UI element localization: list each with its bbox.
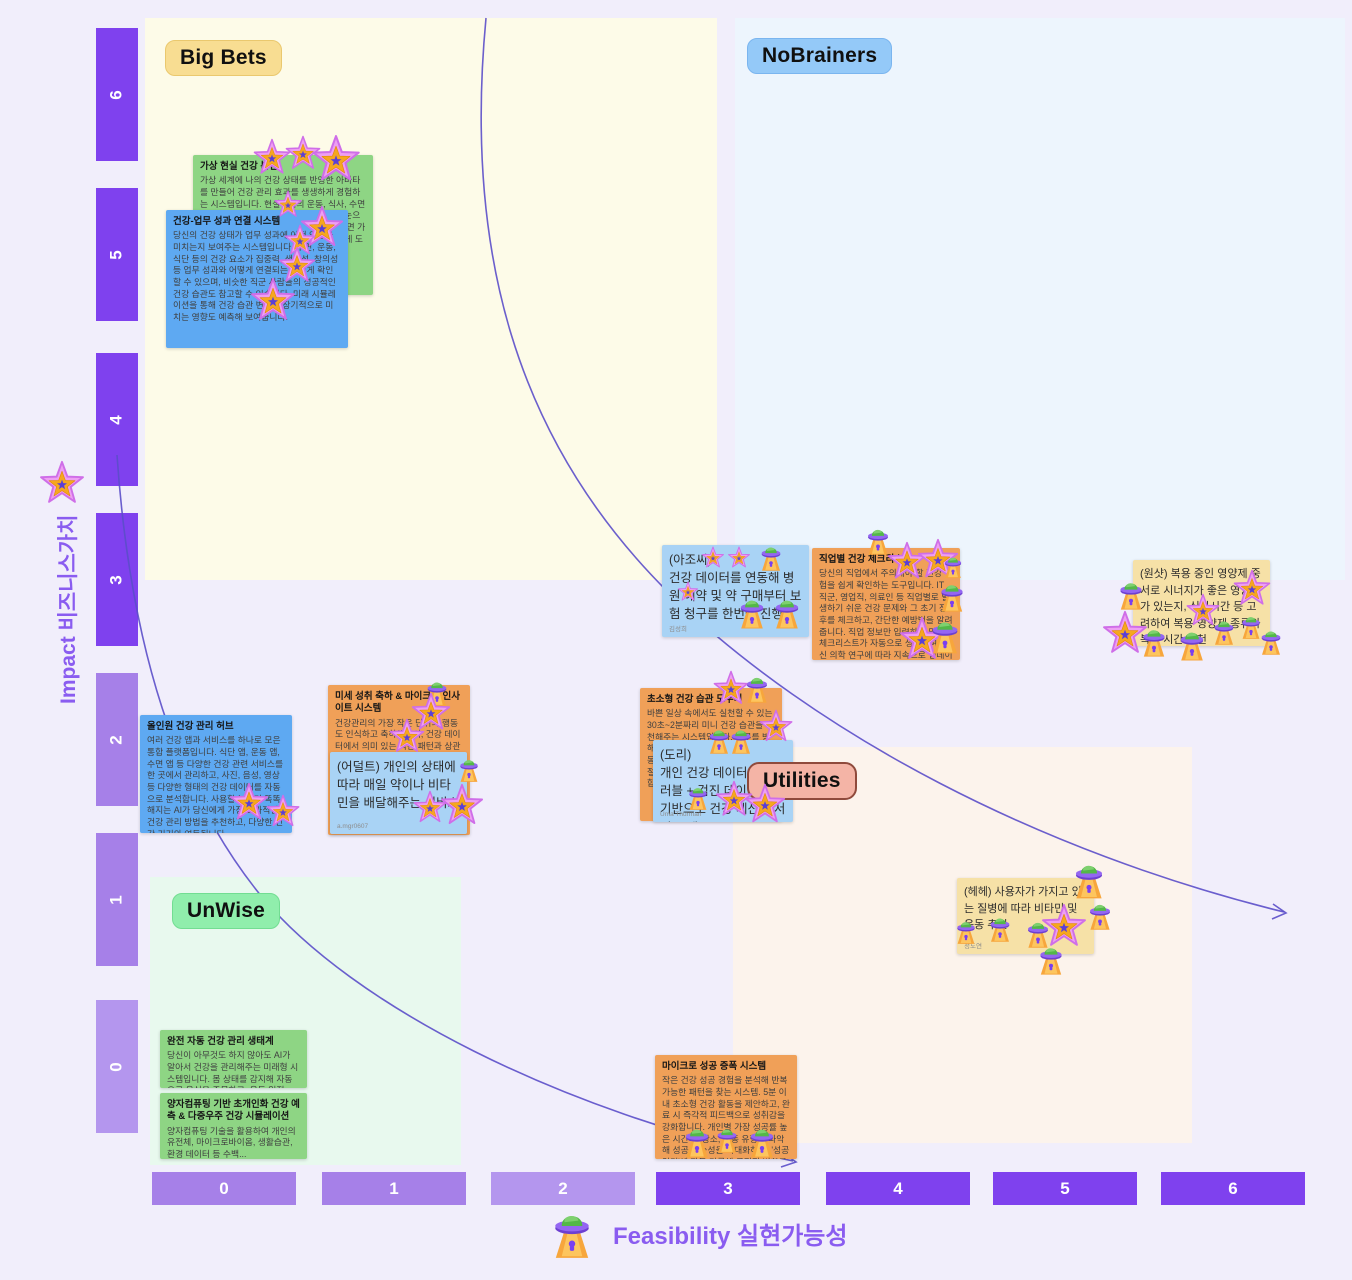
note-auto-ecosystem[interactable]: 완전 자동 건강 관리 생태계 당신이 아무것도 하지 않아도 AI가 알아서 … <box>160 1030 307 1088</box>
note-body: 당신이 아무것도 하지 않아도 AI가 알아서 건강을 관리해주는 미래형 시스… <box>167 1050 299 1088</box>
note-title: 초소형 건강 습관 도우미 <box>647 694 743 705</box>
x-tick-5: 5 <box>993 1172 1137 1205</box>
label-big-bets[interactable]: Big Bets <box>165 40 282 76</box>
note-body: 작은 건강 성공 경험을 분석해 반복 가능한 패턴을 찾는 시스템. 5분 이… <box>662 1075 790 1159</box>
note-author: 정도연 <box>964 943 982 950</box>
note-author: a.mgr0607 <box>337 823 369 830</box>
y-tick-1: 1 <box>96 833 138 966</box>
note-author: 김성희 <box>669 626 687 633</box>
note-adult-delivery[interactable]: (어덜트) 개인의 상태에 따라 매일 약이나 비타민을 배달해주는 서비스 a… <box>330 752 467 834</box>
note-health-work-link[interactable]: 건강-업무 성과 연결 시스템 당신의 건강 상태가 업무 성과에 어떤 영향을… <box>166 210 348 348</box>
note-quantum-simulation[interactable]: 양자컴퓨팅 기반 초개인화 건강 예측 & 다중우주 건강 시뮬레이션 양자컴퓨… <box>160 1093 307 1159</box>
note-text: (아조씨) 건강 데이터를 연동해 병원 예약 및 약 구매부터 보험 청구를 … <box>669 553 802 622</box>
note-title: 완전 자동 건강 관리 생태계 <box>167 1036 274 1047</box>
label-utilities[interactable]: Utilities <box>747 762 857 800</box>
note-title: 가상 현실 건강 분신 <box>200 161 278 172</box>
y-tick-6: 6 <box>96 28 138 161</box>
x-axis-legend-text: Feasibility 실현가능성 <box>613 1222 848 1250</box>
note-job-checklist[interactable]: 직업별 건강 체크리스트 당신의 직업에서 주의해야 할 건강 위험을 쉽게 확… <box>812 548 960 660</box>
note-title: 직업별 건강 체크리스트 <box>819 554 912 565</box>
note-title: 양자컴퓨팅 기반 초개인화 건강 예측 & 다중우주 건강 시뮬레이션 <box>167 1099 300 1123</box>
x-tick-2: 2 <box>491 1172 635 1205</box>
label-nobrainers[interactable]: NoBrainers <box>747 38 893 74</box>
y-tick-2: 2 <box>96 673 138 806</box>
label-unwise[interactable]: UnWise <box>172 893 281 929</box>
x-axis-legend: Feasibility 실현가능성 <box>545 1206 847 1260</box>
note-author: Uma Thurman <box>660 811 702 818</box>
x-tick-3: 3 <box>656 1172 800 1205</box>
note-body: 당신의 직업에서 주의해야 할 건강 위험을 쉽게 확인하는 도구입니다. IT… <box>819 568 953 660</box>
note-title: 마이크로 성공 증폭 시스템 <box>662 1061 767 1072</box>
x-tick-4: 4 <box>826 1172 970 1205</box>
note-all-in-one-hub[interactable]: 올인원 건강 관리 허브 여러 건강 앱과 서비스를 하나로 모은 통합 플랫폼… <box>140 715 292 833</box>
note-text: (헤헤) 사용자가 가지고 있는 질병에 따라 비타민 및 운동 추천 <box>964 886 1082 931</box>
note-body: 양자컴퓨팅 기술을 활용하여 개인의 유전체, 마이크로바이옴, 생활습관, 환… <box>167 1125 296 1159</box>
note-oneshot-supplements[interactable]: (원샷) 복용 중인 영양제 중 서로 시너지가 좋은 영양제가 있는지, 식사… <box>1133 560 1270 646</box>
note-body: 당신의 건강 상태가 업무 성과에 어떤 영향을 미치는지 보여주는 시스템입니… <box>173 230 339 323</box>
x-tick-6: 6 <box>1161 1172 1305 1205</box>
note-text: (어덜트) 개인의 상태에 따라 매일 약이나 비타민을 배달해주는 서비스 <box>337 760 459 811</box>
y-axis-legend: Impact 비즈니스가치 <box>57 514 80 704</box>
x-tick-0: 0 <box>152 1172 296 1205</box>
note-title: 올인원 건강 관리 허브 <box>147 721 234 732</box>
note-body: 여러 건강 앱과 서비스를 하나로 모은 통합 플랫폼입니다. 식단 앱, 운동… <box>147 735 284 833</box>
note-title: 미세 성취 축하 & 마이크로 인사이트 시스템 <box>335 691 460 715</box>
y-tick-5: 5 <box>96 188 138 321</box>
y-tick-0: 0 <box>96 1000 138 1133</box>
note-hehe-recommendation[interactable]: (헤헤) 사용자가 가지고 있는 질병에 따라 비타민 및 운동 추천 정도연 <box>957 878 1094 954</box>
y-tick-4: 4 <box>96 353 138 486</box>
quadrant-nobrainers <box>735 18 1345 580</box>
y-tick-3: 3 <box>96 513 138 646</box>
x-tick-1: 1 <box>322 1172 466 1205</box>
note-ajossi-insurance[interactable]: (아조씨) 건강 데이터를 연동해 병원 예약 및 약 구매부터 보험 청구를 … <box>662 545 809 637</box>
note-title: 건강-업무 성과 연결 시스템 <box>173 216 281 227</box>
note-micro-success[interactable]: 마이크로 성공 증폭 시스템 작은 건강 성공 경험을 분석해 반복 가능한 패… <box>655 1055 797 1159</box>
note-text: (원샷) 복용 중인 영양제 중 서로 시너지가 좋은 영양제가 있는지, 식사… <box>1140 568 1261 646</box>
feasibility-ufo-icon <box>545 1206 599 1260</box>
